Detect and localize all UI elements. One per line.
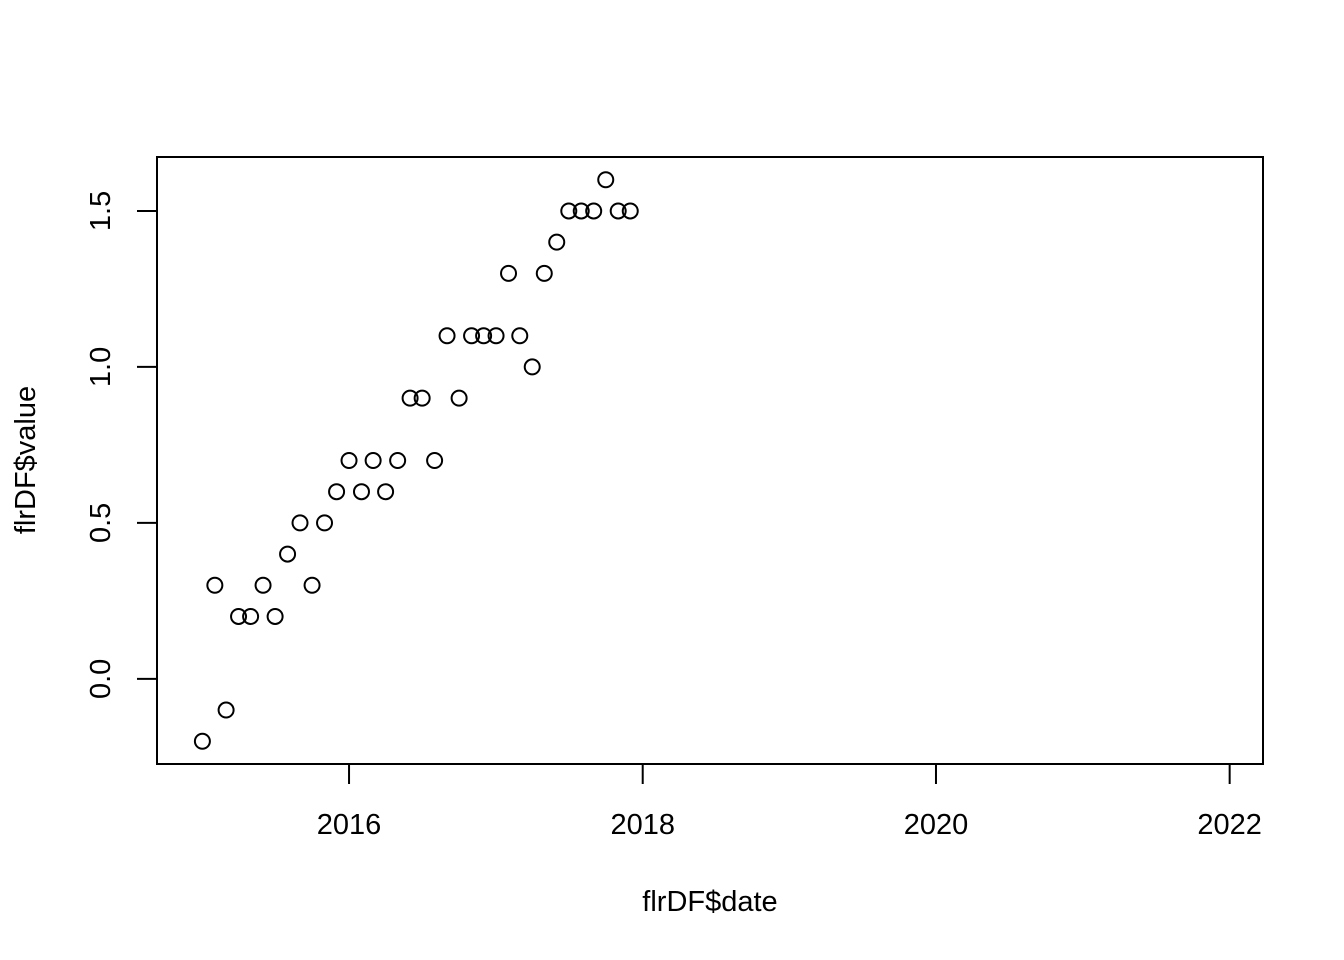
x-tick-label: 2022 bbox=[1197, 809, 1262, 841]
plot-frame bbox=[156, 156, 1264, 765]
data-point bbox=[328, 483, 346, 501]
data-point bbox=[572, 202, 590, 220]
data-point bbox=[254, 576, 272, 594]
y-tick-label: 1.5 bbox=[85, 191, 117, 231]
data-point bbox=[597, 171, 615, 189]
data-point bbox=[511, 327, 529, 345]
data-point bbox=[303, 576, 321, 594]
data-point bbox=[316, 514, 334, 532]
data-point bbox=[463, 327, 481, 345]
data-point bbox=[413, 389, 431, 407]
x-axis-label: flrDF$date bbox=[642, 886, 777, 918]
data-point bbox=[401, 389, 419, 407]
data-point bbox=[487, 327, 505, 345]
data-point bbox=[279, 545, 297, 563]
data-point bbox=[389, 452, 407, 469]
data-point bbox=[242, 607, 260, 625]
data-point bbox=[377, 483, 395, 501]
data-point bbox=[609, 202, 627, 220]
x-tick-label: 2020 bbox=[904, 809, 969, 841]
data-point bbox=[548, 233, 566, 251]
data-point bbox=[364, 452, 382, 469]
y-axis-label: flrDF$value bbox=[10, 386, 42, 534]
data-point bbox=[193, 732, 211, 750]
data-point bbox=[206, 576, 224, 594]
data-point bbox=[217, 701, 235, 719]
data-point bbox=[352, 483, 370, 501]
data-point bbox=[340, 452, 358, 469]
data-point bbox=[560, 202, 578, 220]
data-point bbox=[438, 327, 456, 345]
data-point bbox=[426, 452, 444, 469]
x-tick-label: 2018 bbox=[610, 809, 675, 841]
data-point bbox=[475, 327, 493, 345]
y-tick-label: 0.0 bbox=[85, 659, 117, 699]
data-point bbox=[450, 389, 468, 407]
y-tick-label: 0.5 bbox=[85, 503, 117, 543]
data-point bbox=[621, 202, 639, 220]
y-tick-label: 1.0 bbox=[85, 347, 117, 387]
data-points bbox=[193, 171, 639, 750]
data-point bbox=[535, 264, 553, 282]
data-point bbox=[230, 607, 248, 625]
data-point bbox=[291, 514, 309, 532]
data-point bbox=[523, 358, 541, 376]
x-tick-label: 2016 bbox=[317, 809, 382, 841]
data-point bbox=[266, 607, 284, 625]
y-axis: 0.0 0.5 1.0 1.5 bbox=[85, 191, 158, 699]
data-point bbox=[585, 202, 603, 220]
data-point bbox=[500, 264, 518, 282]
x-axis: 2016 2018 2020 2022 bbox=[317, 763, 1262, 841]
